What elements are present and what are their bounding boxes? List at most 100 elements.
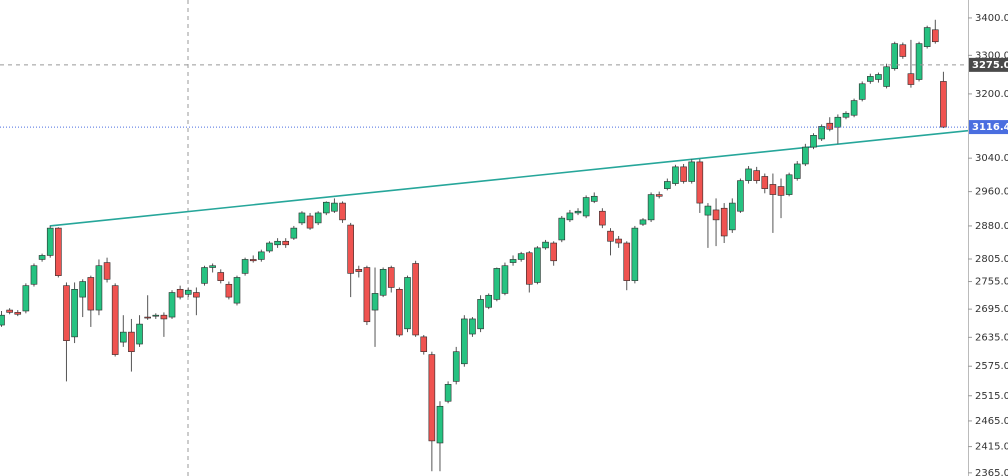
- crosshair-label: 3275.02: [972, 60, 1008, 71]
- candle-body-up: [485, 294, 493, 308]
- y-tick-label: 3200.00: [975, 89, 1008, 100]
- candle-body-down: [769, 184, 777, 195]
- candle-body-up: [322, 201, 330, 214]
- candle-body-up: [737, 180, 744, 212]
- candle-body-up: [745, 168, 752, 181]
- candle-body-up: [566, 212, 574, 221]
- candle-body-down: [615, 238, 622, 244]
- y-tick-label: 2515.00: [975, 391, 1008, 402]
- candle-body-down: [176, 288, 184, 298]
- candle-body-up: [274, 240, 281, 246]
- candle-body-down: [6, 309, 13, 313]
- candle-body-up: [404, 277, 411, 330]
- candle-body-down: [412, 263, 419, 336]
- candle-body-down: [87, 277, 95, 311]
- candle-body-up: [258, 251, 265, 260]
- candle-body-up: [850, 100, 858, 116]
- candle-body-up: [461, 318, 468, 365]
- crosshair-label-bg: [969, 57, 1008, 72]
- candle-body-down: [111, 285, 119, 355]
- candle-body-up: [436, 405, 444, 444]
- candle-body-down: [144, 316, 151, 319]
- candle-body-down: [355, 269, 363, 272]
- candle-body-down: [396, 288, 403, 336]
- candle-body-up: [371, 293, 379, 311]
- candle-body-up: [290, 227, 298, 239]
- candle-body-down: [193, 292, 200, 298]
- candle-body-down: [420, 336, 428, 352]
- candle-body-up: [728, 202, 736, 231]
- candle-body-down: [931, 29, 939, 43]
- candle-body-up: [201, 267, 208, 284]
- candle-body-up: [704, 205, 712, 216]
- candle-body-up: [858, 83, 866, 100]
- candle-body-down: [720, 207, 728, 237]
- candle-body-down: [655, 194, 663, 197]
- candle-body-down: [940, 81, 947, 128]
- candle-body-up: [639, 219, 647, 225]
- candle-body-down: [777, 186, 785, 196]
- y-tick-label: 2755.00: [975, 277, 1008, 288]
- candle-body-up: [22, 285, 30, 312]
- candle-body-down: [63, 285, 70, 341]
- candle-body-down: [826, 122, 834, 130]
- candle-body-up: [582, 197, 590, 217]
- y-tick-label: 3400.00: [975, 13, 1008, 24]
- candle-body-up: [0, 314, 5, 326]
- candle-body-up: [534, 247, 541, 283]
- candle-body-up: [810, 135, 817, 148]
- candle-body-up: [509, 259, 517, 263]
- candle-body-up: [875, 74, 882, 80]
- candle-body-up: [152, 314, 160, 317]
- y-tick-label: 2365.00: [975, 468, 1008, 476]
- candle-body-up: [574, 210, 582, 214]
- y-tick-label: 2415.00: [975, 442, 1008, 453]
- candle-body-down: [306, 215, 314, 229]
- y-tick-label: 2960.00: [975, 187, 1008, 198]
- candle-body-up: [558, 217, 566, 241]
- candle-body-down: [55, 227, 62, 276]
- candle-body-up: [867, 76, 874, 82]
- y-tick-label: 2805.00: [975, 254, 1008, 265]
- candle-body-up: [241, 259, 249, 274]
- candle-body-up: [883, 66, 890, 87]
- candle-body-down: [128, 331, 135, 352]
- candle-body-up: [647, 194, 655, 221]
- candle-body-down: [550, 242, 557, 262]
- y-tick-label: 2695.00: [975, 304, 1008, 315]
- candle-body-up: [631, 227, 639, 281]
- candle-body-down: [607, 230, 614, 242]
- y-tick-label: 2465.00: [975, 416, 1008, 427]
- candle-body-up: [314, 212, 322, 224]
- candle-body-up: [95, 265, 103, 311]
- candle-body-down: [282, 240, 290, 246]
- candle-body-up: [834, 116, 842, 128]
- candle-body-up: [136, 323, 143, 345]
- candle-body-up: [802, 146, 809, 165]
- last-price-label: 3116.40: [972, 122, 1008, 133]
- candle-body-up: [915, 43, 923, 80]
- candle-body-down: [249, 259, 257, 262]
- candle-body-up: [452, 351, 460, 382]
- y-tick-label: 2575.00: [975, 361, 1008, 372]
- candle-body-up: [517, 253, 525, 260]
- candle-body-down: [753, 170, 760, 181]
- candle-body-up: [469, 318, 476, 335]
- candle-body-down: [899, 44, 907, 57]
- candle-body-up: [30, 265, 38, 285]
- candle-body-up: [71, 288, 78, 338]
- candle-body-down: [428, 354, 436, 442]
- candle-body-down: [680, 166, 687, 182]
- candle-body-up: [120, 331, 127, 343]
- candle-body-down: [363, 267, 371, 323]
- candle-body-up: [818, 126, 825, 140]
- candle-body-up: [209, 265, 216, 268]
- candle-body-up: [46, 227, 54, 256]
- candle-body-down: [14, 312, 22, 315]
- candle-body-up: [331, 202, 338, 212]
- candle-body-down: [339, 202, 346, 221]
- candle-body-up: [923, 27, 931, 47]
- candle-body-down: [696, 161, 704, 204]
